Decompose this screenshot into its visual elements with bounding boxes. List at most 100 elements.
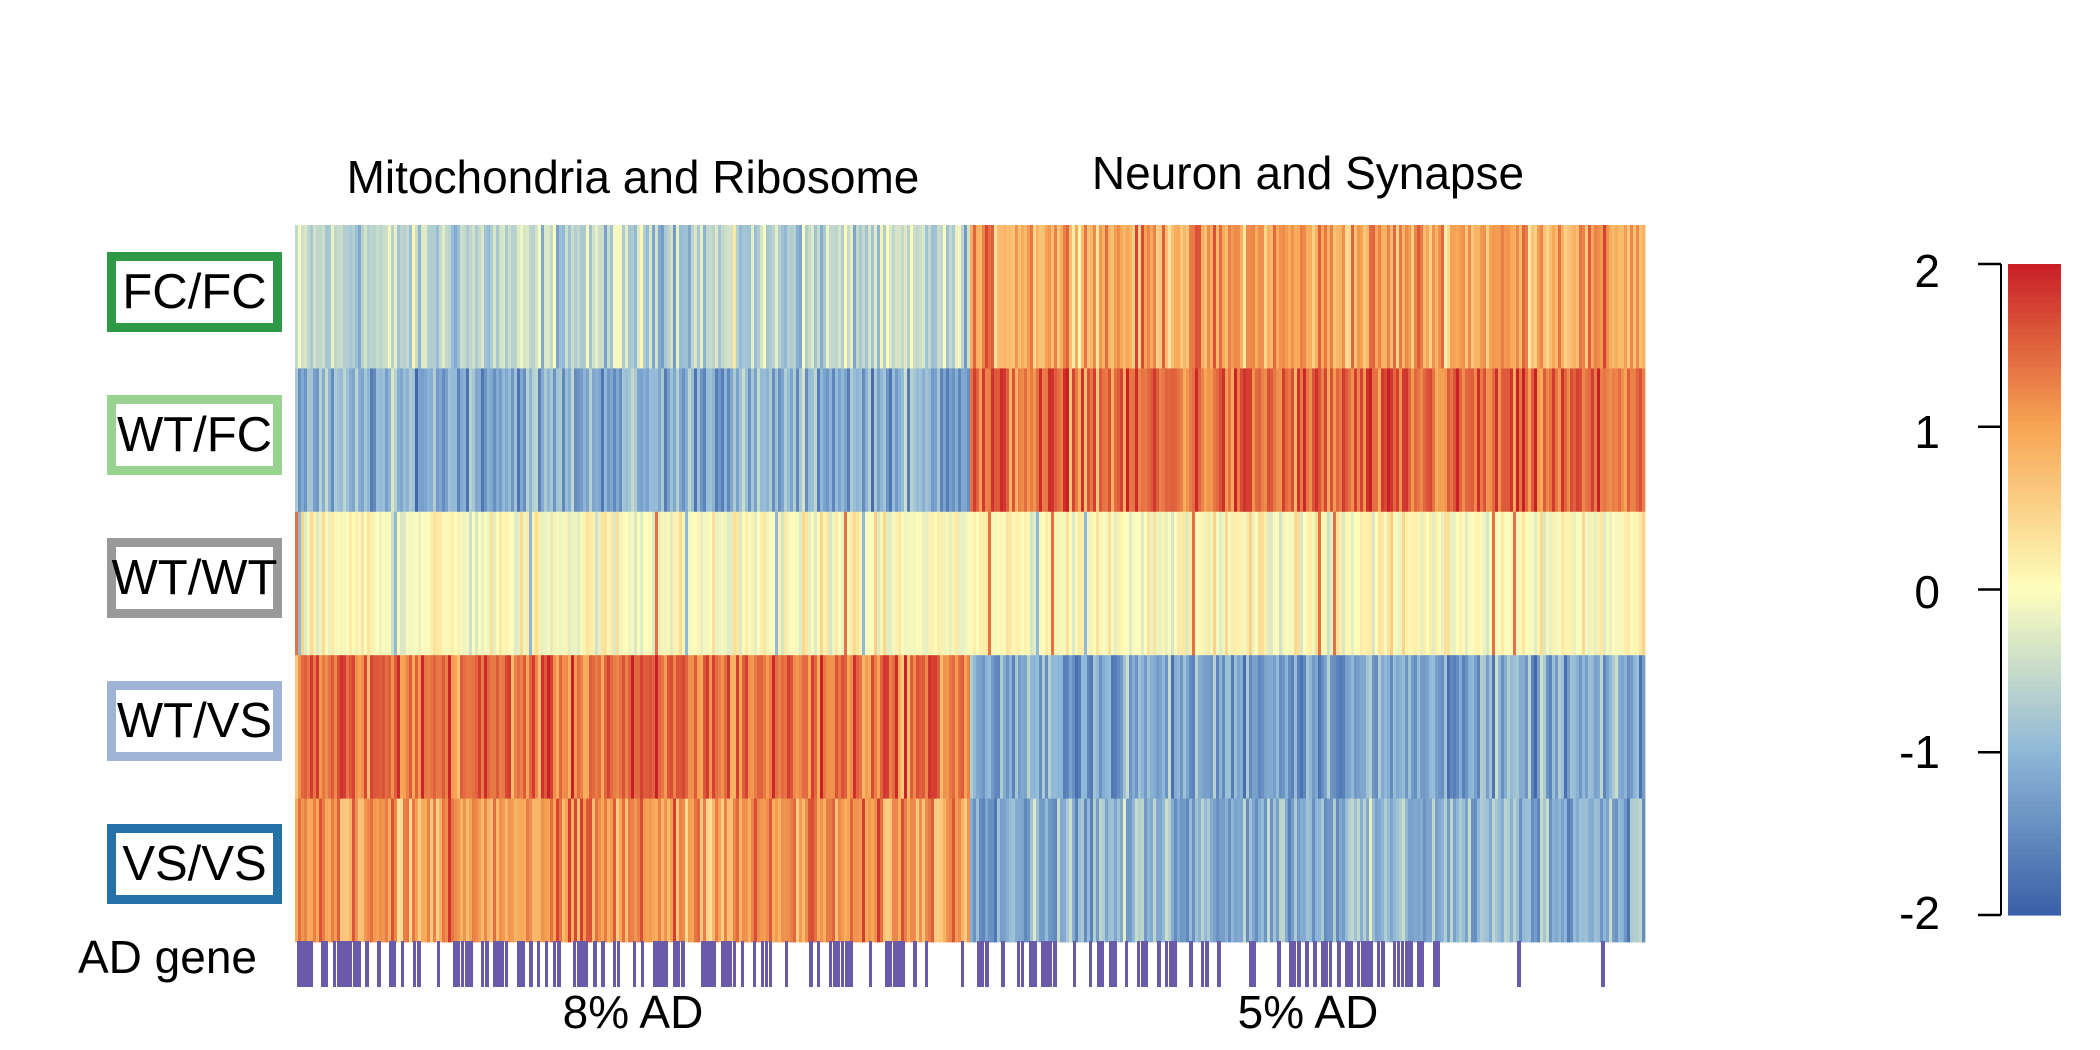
heatmap-cell — [589, 225, 593, 369]
heatmap-cell — [1201, 655, 1205, 799]
heatmap-cell — [1594, 225, 1598, 369]
heatmap-cell — [1312, 511, 1316, 656]
ad-gene-mark — [817, 941, 820, 987]
heatmap-cell — [655, 368, 659, 513]
heatmap-cell — [1429, 655, 1433, 799]
heatmap-cell — [1390, 655, 1394, 799]
heatmap-cell — [1186, 798, 1190, 943]
heatmap-cell — [388, 655, 392, 799]
heatmap-cell — [1102, 225, 1106, 369]
heatmap-cell — [760, 511, 764, 656]
heatmap-cell — [358, 225, 362, 369]
heatmap-cell — [424, 368, 428, 513]
heatmap-cell — [733, 368, 737, 513]
heatmap-cell — [1465, 368, 1469, 513]
heatmap-cell — [463, 655, 467, 799]
heatmap-cell — [625, 225, 629, 369]
heatmap-cell — [1537, 511, 1541, 656]
heatmap-cell — [505, 225, 509, 369]
heatmap-cell — [1543, 225, 1547, 369]
heatmap-cell — [337, 655, 341, 799]
heatmap-cell — [1201, 368, 1205, 513]
heatmap-cell — [1162, 225, 1166, 369]
heatmap-cell — [376, 368, 380, 513]
heatmap-cell — [367, 511, 371, 656]
heatmap-cell — [307, 655, 311, 799]
heatmap-cell — [787, 368, 791, 513]
heatmap-cell — [1342, 655, 1346, 799]
heatmap-cell — [658, 225, 662, 369]
heatmap-cell — [1393, 511, 1397, 656]
heatmap-cell — [550, 655, 554, 799]
heatmap-cell — [772, 798, 776, 943]
ad-gene-mark — [401, 941, 404, 987]
heatmap-cell — [745, 511, 749, 656]
heatmap-cell — [670, 511, 674, 656]
heatmap-cell — [616, 798, 620, 943]
heatmap-cell — [853, 798, 857, 943]
heatmap-cell — [607, 511, 611, 656]
heatmap-cell — [826, 655, 830, 799]
ad-gene-mark — [901, 941, 905, 987]
heatmap-cell — [352, 511, 356, 656]
heatmap-cell — [502, 655, 506, 799]
legend-color-step — [2008, 508, 2061, 515]
heatmap-cell — [622, 368, 626, 513]
heatmap-cell — [808, 511, 812, 656]
heatmap-cell — [343, 511, 347, 656]
heatmap-cell — [1255, 225, 1259, 369]
heatmap-cell — [1495, 655, 1499, 799]
heatmap-cell — [844, 655, 848, 799]
heatmap-cell — [439, 655, 443, 799]
heatmap-cell — [847, 798, 851, 943]
heatmap-cell — [538, 368, 542, 513]
legend-color-step — [2008, 334, 2061, 341]
heatmap-cell — [616, 655, 620, 799]
heatmap-cell — [742, 655, 746, 799]
heatmap-cell — [1009, 655, 1013, 799]
heatmap-cell — [1342, 225, 1346, 369]
heatmap-cell — [385, 368, 389, 513]
heatmap-cell — [667, 655, 671, 799]
heatmap-cell — [784, 225, 788, 369]
heatmap-cell — [844, 511, 848, 656]
heatmap-cell — [1189, 511, 1193, 656]
heatmap-cell — [832, 225, 836, 369]
heatmap-cell — [778, 798, 782, 943]
heatmap-cell — [1276, 798, 1280, 943]
heatmap-cell — [607, 655, 611, 799]
heatmap-cell — [442, 511, 446, 656]
heatmap-cell — [1642, 225, 1646, 369]
heatmap-cell — [1252, 511, 1256, 656]
heatmap-cell — [931, 225, 935, 369]
heatmap-cell — [1066, 798, 1070, 943]
heatmap-cell — [1465, 511, 1469, 656]
heatmap-cell — [517, 225, 521, 369]
legend-color-step — [2008, 860, 2061, 867]
heatmap-cell — [610, 655, 614, 799]
heatmap-cell — [448, 225, 452, 369]
heatmap-cell — [415, 798, 419, 943]
heatmap-cell — [436, 798, 440, 943]
heatmap-cell — [1558, 225, 1562, 369]
legend-color-step — [2008, 540, 2061, 547]
heatmap-cell — [952, 368, 956, 513]
heatmap-cell — [1612, 798, 1616, 943]
heatmap-cell — [910, 225, 914, 369]
heatmap-cell — [376, 798, 380, 943]
ad-gene-mark — [321, 941, 325, 987]
heatmap-cell — [1084, 225, 1088, 369]
heatmap-cell — [1081, 511, 1085, 656]
heatmap-cell — [1477, 368, 1481, 513]
heatmap-cell — [1549, 511, 1553, 656]
heatmap-cell — [871, 798, 875, 943]
heatmap-cell — [361, 798, 365, 943]
heatmap-cell — [574, 511, 578, 656]
heatmap-cell — [511, 511, 515, 656]
heatmap-cell — [478, 655, 482, 799]
heatmap-cell — [400, 798, 404, 943]
heatmap-cell — [1204, 798, 1208, 943]
heatmap-cell — [697, 225, 701, 369]
heatmap-cell — [1528, 225, 1532, 369]
heatmap-cell — [1612, 655, 1616, 799]
